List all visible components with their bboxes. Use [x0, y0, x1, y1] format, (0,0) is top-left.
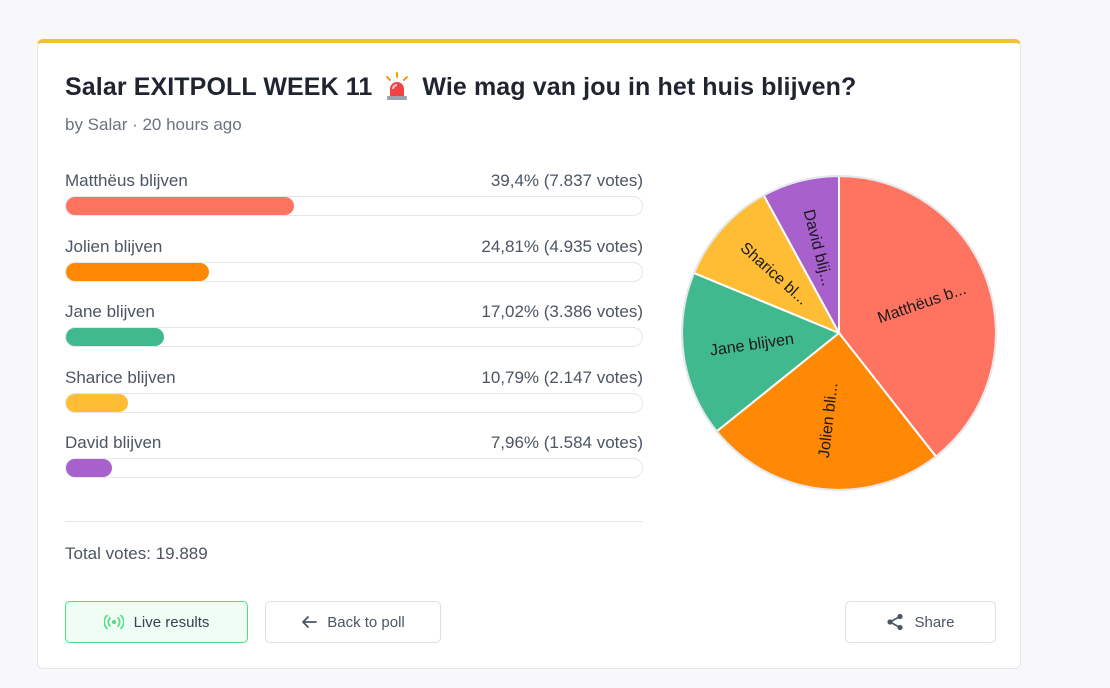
- result-label: Matthëus blijven: [65, 171, 188, 190]
- result-row: Sharice blijven 10,79% (2.147 votes): [65, 368, 643, 426]
- result-bar-fill: [66, 328, 165, 346]
- share-label: Share: [914, 613, 955, 631]
- share-icon: [887, 613, 904, 631]
- result-row: David blijven 7,96% (1.584 votes): [65, 433, 643, 491]
- result-bar-track: [65, 327, 643, 347]
- result-bar-fill: [66, 393, 129, 412]
- live-results-button[interactable]: Live results: [65, 601, 248, 643]
- poll-title-part2: Wie mag van jou in het huis blijven?: [422, 72, 857, 101]
- result-stat: 10,79% (2.147 votes): [481, 367, 643, 387]
- results-pie-chart: Matthëus b...Jolien bli...Jane blijvenSh…: [681, 174, 997, 491]
- result-stat: 39,4% (7.837 votes): [490, 171, 643, 190]
- poll-title: Salar EXITPOLL WEEK 11 Wie mag van jou i…: [65, 72, 856, 102]
- poll-results-card: Salar EXITPOLL WEEK 11 Wie mag van jou i…: [37, 39, 1021, 669]
- siren-icon: [384, 72, 410, 102]
- total-votes: Total votes: 19.889: [65, 544, 208, 563]
- poll-byline: by Salar · 20 hours ago: [65, 115, 242, 134]
- result-row: Jolien blijven 24,81% (4.935 votes): [65, 237, 643, 295]
- result-label: Sharice blijven: [65, 367, 176, 387]
- back-to-poll-button[interactable]: Back to poll: [265, 601, 441, 643]
- result-stat: 17,02% (3.386 votes): [481, 302, 643, 321]
- broadcast-icon: [103, 614, 124, 630]
- poll-title-part1: Salar EXITPOLL WEEK 11: [65, 72, 373, 101]
- result-bar-fill: [66, 262, 210, 281]
- result-row: Matthëus blijven 39,4% (7.837 votes): [65, 171, 643, 229]
- result-bar-track: [65, 392, 643, 413]
- result-stat: 24,81% (4.935 votes): [481, 236, 643, 256]
- result-label: Jolien blijven: [65, 236, 163, 256]
- result-bar-fill: [66, 197, 294, 215]
- live-results-label: Live results: [133, 613, 210, 631]
- result-row: Jane blijven 17,02% (3.386 votes): [65, 302, 643, 360]
- arrow-left-icon: [302, 616, 318, 628]
- pie-outline: [681, 175, 997, 491]
- share-button[interactable]: Share: [845, 601, 996, 643]
- result-bar-fill: [66, 459, 112, 477]
- result-bar-track: [65, 458, 643, 478]
- result-bar-track: [65, 196, 643, 216]
- divider: [65, 521, 643, 522]
- result-label: Jane blijven: [65, 302, 155, 321]
- back-to-poll-label: Back to poll: [327, 613, 405, 631]
- result-stat: 7,96% (1.584 votes): [490, 433, 643, 452]
- result-bar-track: [65, 261, 643, 282]
- result-label: David blijven: [65, 433, 162, 452]
